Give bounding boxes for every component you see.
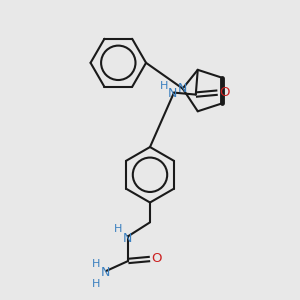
Text: N: N: [167, 87, 177, 100]
Text: N: N: [178, 82, 188, 95]
Text: H: H: [92, 279, 101, 289]
Text: H: H: [114, 224, 122, 234]
Text: H: H: [160, 81, 168, 91]
Text: O: O: [219, 86, 230, 99]
Text: H: H: [92, 259, 101, 269]
Text: N: N: [122, 232, 132, 245]
Text: N: N: [101, 266, 110, 279]
Text: O: O: [152, 253, 162, 266]
